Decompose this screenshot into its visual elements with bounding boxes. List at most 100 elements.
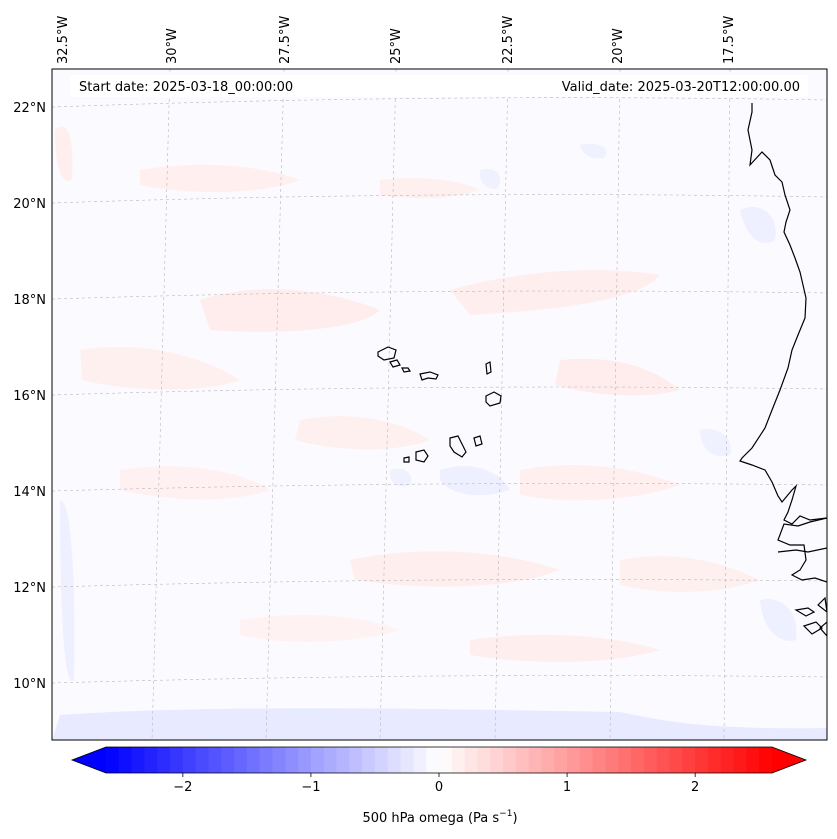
island-sao-vicente <box>389 359 401 368</box>
latitude-labels: 22°N 20°N 18°N 16°N 14°N 12°N 10°N <box>13 101 46 692</box>
omega-positive-patch <box>555 358 680 396</box>
colorbar-segment <box>707 747 722 773</box>
meridian-27-5w <box>265 69 285 740</box>
island-santa-luzia <box>401 367 412 373</box>
colorbar-segment <box>182 747 197 773</box>
colorbar-segment <box>221 747 235 773</box>
omega-positive-patch <box>200 289 380 332</box>
colorbar-segment <box>720 747 735 773</box>
colorbar-segment <box>592 747 607 773</box>
cape-verde-islets-coast <box>794 596 827 637</box>
colorbar-segment <box>464 747 479 773</box>
colorbar-segment <box>643 747 658 773</box>
lon-label: 22.5°W <box>501 16 516 64</box>
omega-negative-patch <box>52 708 827 740</box>
colorbar: −2 −1 0 1 2 500 hPa omega (Pa s−1) <box>70 746 808 826</box>
omega-positive-patch <box>350 551 560 587</box>
omega-positive-patch <box>80 346 240 390</box>
colorbar-outline <box>70 746 808 774</box>
colorbar-segment <box>579 747 594 773</box>
meridian-32-5w <box>52 69 53 95</box>
colorbar-min-extend <box>72 747 106 773</box>
colorbar-segment <box>439 747 453 773</box>
omega-positive-patch <box>140 164 300 192</box>
africa-coastline <box>739 103 827 525</box>
parallel-20n <box>52 194 827 204</box>
colorbar-segment <box>759 747 773 773</box>
omega-negative-patch <box>389 468 412 487</box>
colorbar-segment <box>310 747 325 773</box>
colorbar-segment <box>426 747 440 773</box>
colorbar-segment <box>336 747 350 773</box>
gambia-river-coast <box>777 547 827 553</box>
colorbar-segment <box>682 747 696 773</box>
lat-label: 16°N <box>13 389 46 404</box>
colorbar-segment <box>362 747 376 773</box>
colorbar-segment <box>477 747 491 773</box>
meridian-30w <box>151 69 171 740</box>
colorbar-segment <box>746 747 760 773</box>
colorbar-segment <box>451 747 466 773</box>
colorbar-segment <box>374 747 389 773</box>
omega-field <box>52 126 827 740</box>
colorbar-label-close: ) <box>512 811 517 826</box>
omega-positive-patch <box>520 465 680 501</box>
colorbar-tick-label: −2 <box>173 780 192 795</box>
colorbar-segment <box>605 747 619 773</box>
colorbar-segment <box>695 747 709 773</box>
island-brava <box>403 456 410 463</box>
meridian-25w <box>379 69 397 740</box>
colorbar-segment <box>195 747 210 773</box>
parallel-14n <box>52 483 827 492</box>
colorbar-segment <box>208 747 222 773</box>
colorbar-segment <box>131 747 146 773</box>
colorbar-segment <box>528 747 543 773</box>
colorbar-segment <box>656 747 671 773</box>
colorbar-ticks: −2 −1 0 1 2 <box>173 773 699 795</box>
parallel-18n <box>52 290 827 300</box>
island-santiago <box>449 435 467 458</box>
omega-negative-patch <box>760 599 797 641</box>
colorbar-segment <box>669 747 683 773</box>
lon-label: 25°W <box>389 28 404 64</box>
start-date-label: Start date: 2025-03-18_00:00:00 <box>79 80 293 95</box>
header-banner: Start date: 2025-03-18_00:00:00 Valid_da… <box>70 75 808 97</box>
omega-positive-patch <box>120 466 270 500</box>
colorbar-segment <box>144 747 158 773</box>
colorbar-label-main: 500 hPa omega (Pa s <box>362 811 499 826</box>
island-sao-nicolau <box>419 371 439 381</box>
map-panel <box>51 68 828 741</box>
omega-positive-patch <box>470 634 660 662</box>
island-fogo <box>415 449 429 463</box>
colorbar-segment <box>285 747 299 773</box>
colorbar-segment <box>400 747 414 773</box>
colorbar-segment <box>157 747 171 773</box>
colorbar-segment <box>170 747 184 773</box>
lon-label: 30°W <box>165 28 180 64</box>
omega-negative-patch <box>580 143 607 159</box>
colorbar-label-exponent: −1 <box>499 809 512 819</box>
colorbar-segment <box>541 747 555 773</box>
colorbar-segment <box>413 747 427 773</box>
map-frame <box>51 68 828 741</box>
lat-label: 18°N <box>13 293 46 308</box>
colorbar-segment <box>631 747 645 773</box>
gridlines <box>52 69 827 740</box>
colorbar-segment <box>349 747 363 773</box>
island-boa-vista <box>485 391 502 407</box>
omega-negative-patch <box>479 168 501 189</box>
lat-label: 14°N <box>13 485 46 500</box>
colorbar-segment <box>259 747 274 773</box>
parallel-10n <box>52 675 827 684</box>
longitude-labels: 32.5°W 30°W 27.5°W 25°W 22.5°W 20°W 17.5… <box>56 16 737 64</box>
omega-positive-patch <box>240 614 400 642</box>
lon-label: 20°W <box>611 28 626 64</box>
colorbar-segment <box>234 747 248 773</box>
colorbar-segment <box>387 747 402 773</box>
meridian-22-5w <box>494 69 509 740</box>
omega-positive-patch <box>450 270 660 315</box>
colorbar-tick-label: 0 <box>435 780 443 795</box>
colorbar-tick-label: −1 <box>301 780 320 795</box>
colorbar-segment <box>554 747 568 773</box>
